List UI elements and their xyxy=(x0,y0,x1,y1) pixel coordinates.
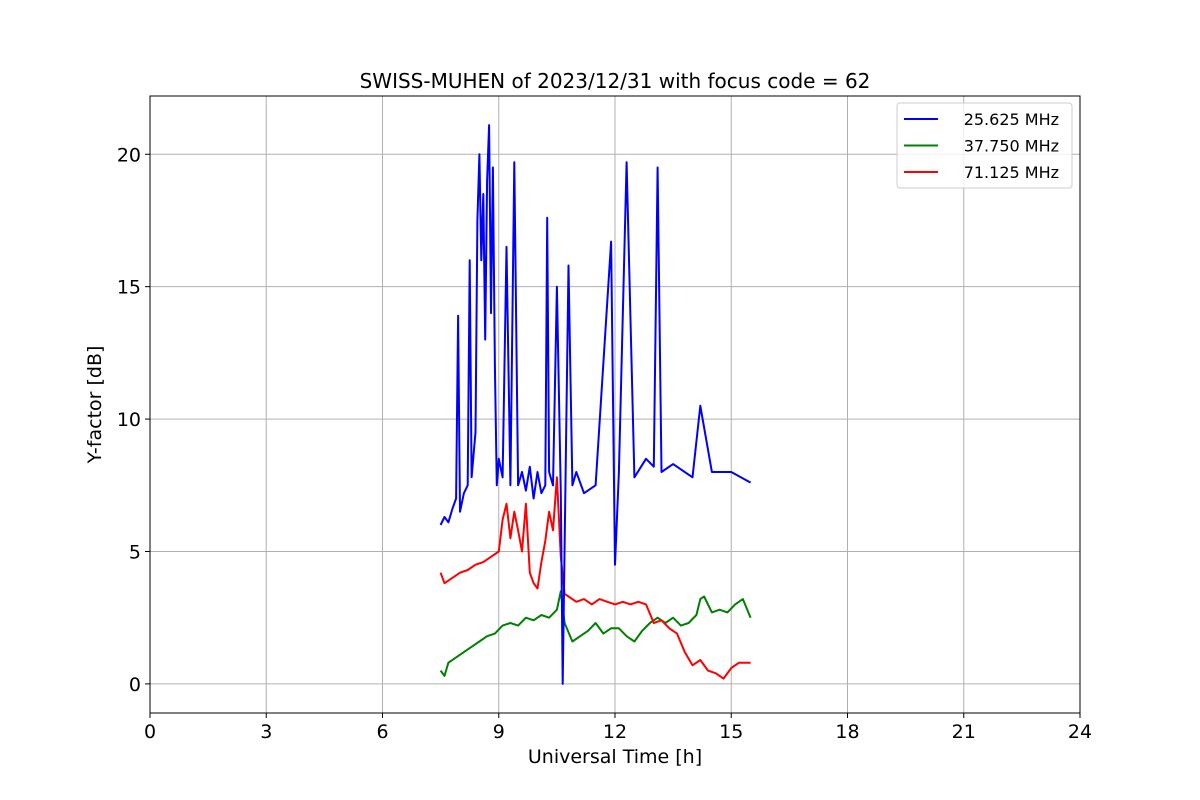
series-line-37-750-mhz xyxy=(439,590,752,677)
legend-label: 71.125 MHz xyxy=(964,163,1059,182)
legend-label: 25.625 MHz xyxy=(964,110,1059,129)
plot-series xyxy=(439,124,752,685)
chart-title: SWISS-MUHEN of 2023/12/31 with focus cod… xyxy=(360,69,871,93)
x-tick-label: 18 xyxy=(835,721,859,743)
legend-box xyxy=(896,102,1073,189)
series-line-25-625-mhz xyxy=(439,124,752,685)
axis-ticks: 0 3 6 9 12 15 18 21 24 0 5 10 15 20 xyxy=(117,144,1092,743)
x-tick-label: 21 xyxy=(952,721,976,743)
x-tick-label: 24 xyxy=(1068,721,1092,743)
x-tick-label: 15 xyxy=(719,721,743,743)
series-line-71-125-mhz xyxy=(439,476,751,680)
x-tick-label: 0 xyxy=(144,721,156,743)
x-tick-label: 9 xyxy=(493,721,505,743)
x-tick-label: 6 xyxy=(376,721,388,743)
legend: 25.625 MHz 37.750 MHz 71.125 MHz xyxy=(896,102,1073,189)
y-tick-label: 5 xyxy=(129,541,141,563)
y-tick-label: 0 xyxy=(129,674,141,696)
x-axis-label: Universal Time [h] xyxy=(528,746,702,768)
y-tick-label: 20 xyxy=(117,144,141,166)
y-axis-label: Y-factor [dB] xyxy=(84,346,106,465)
y-tick-label: 15 xyxy=(117,277,141,299)
y-tick-label: 10 xyxy=(117,409,141,431)
x-tick-label: 12 xyxy=(603,721,627,743)
x-tick-label: 3 xyxy=(260,721,272,743)
legend-label: 37.750 MHz xyxy=(964,137,1059,156)
